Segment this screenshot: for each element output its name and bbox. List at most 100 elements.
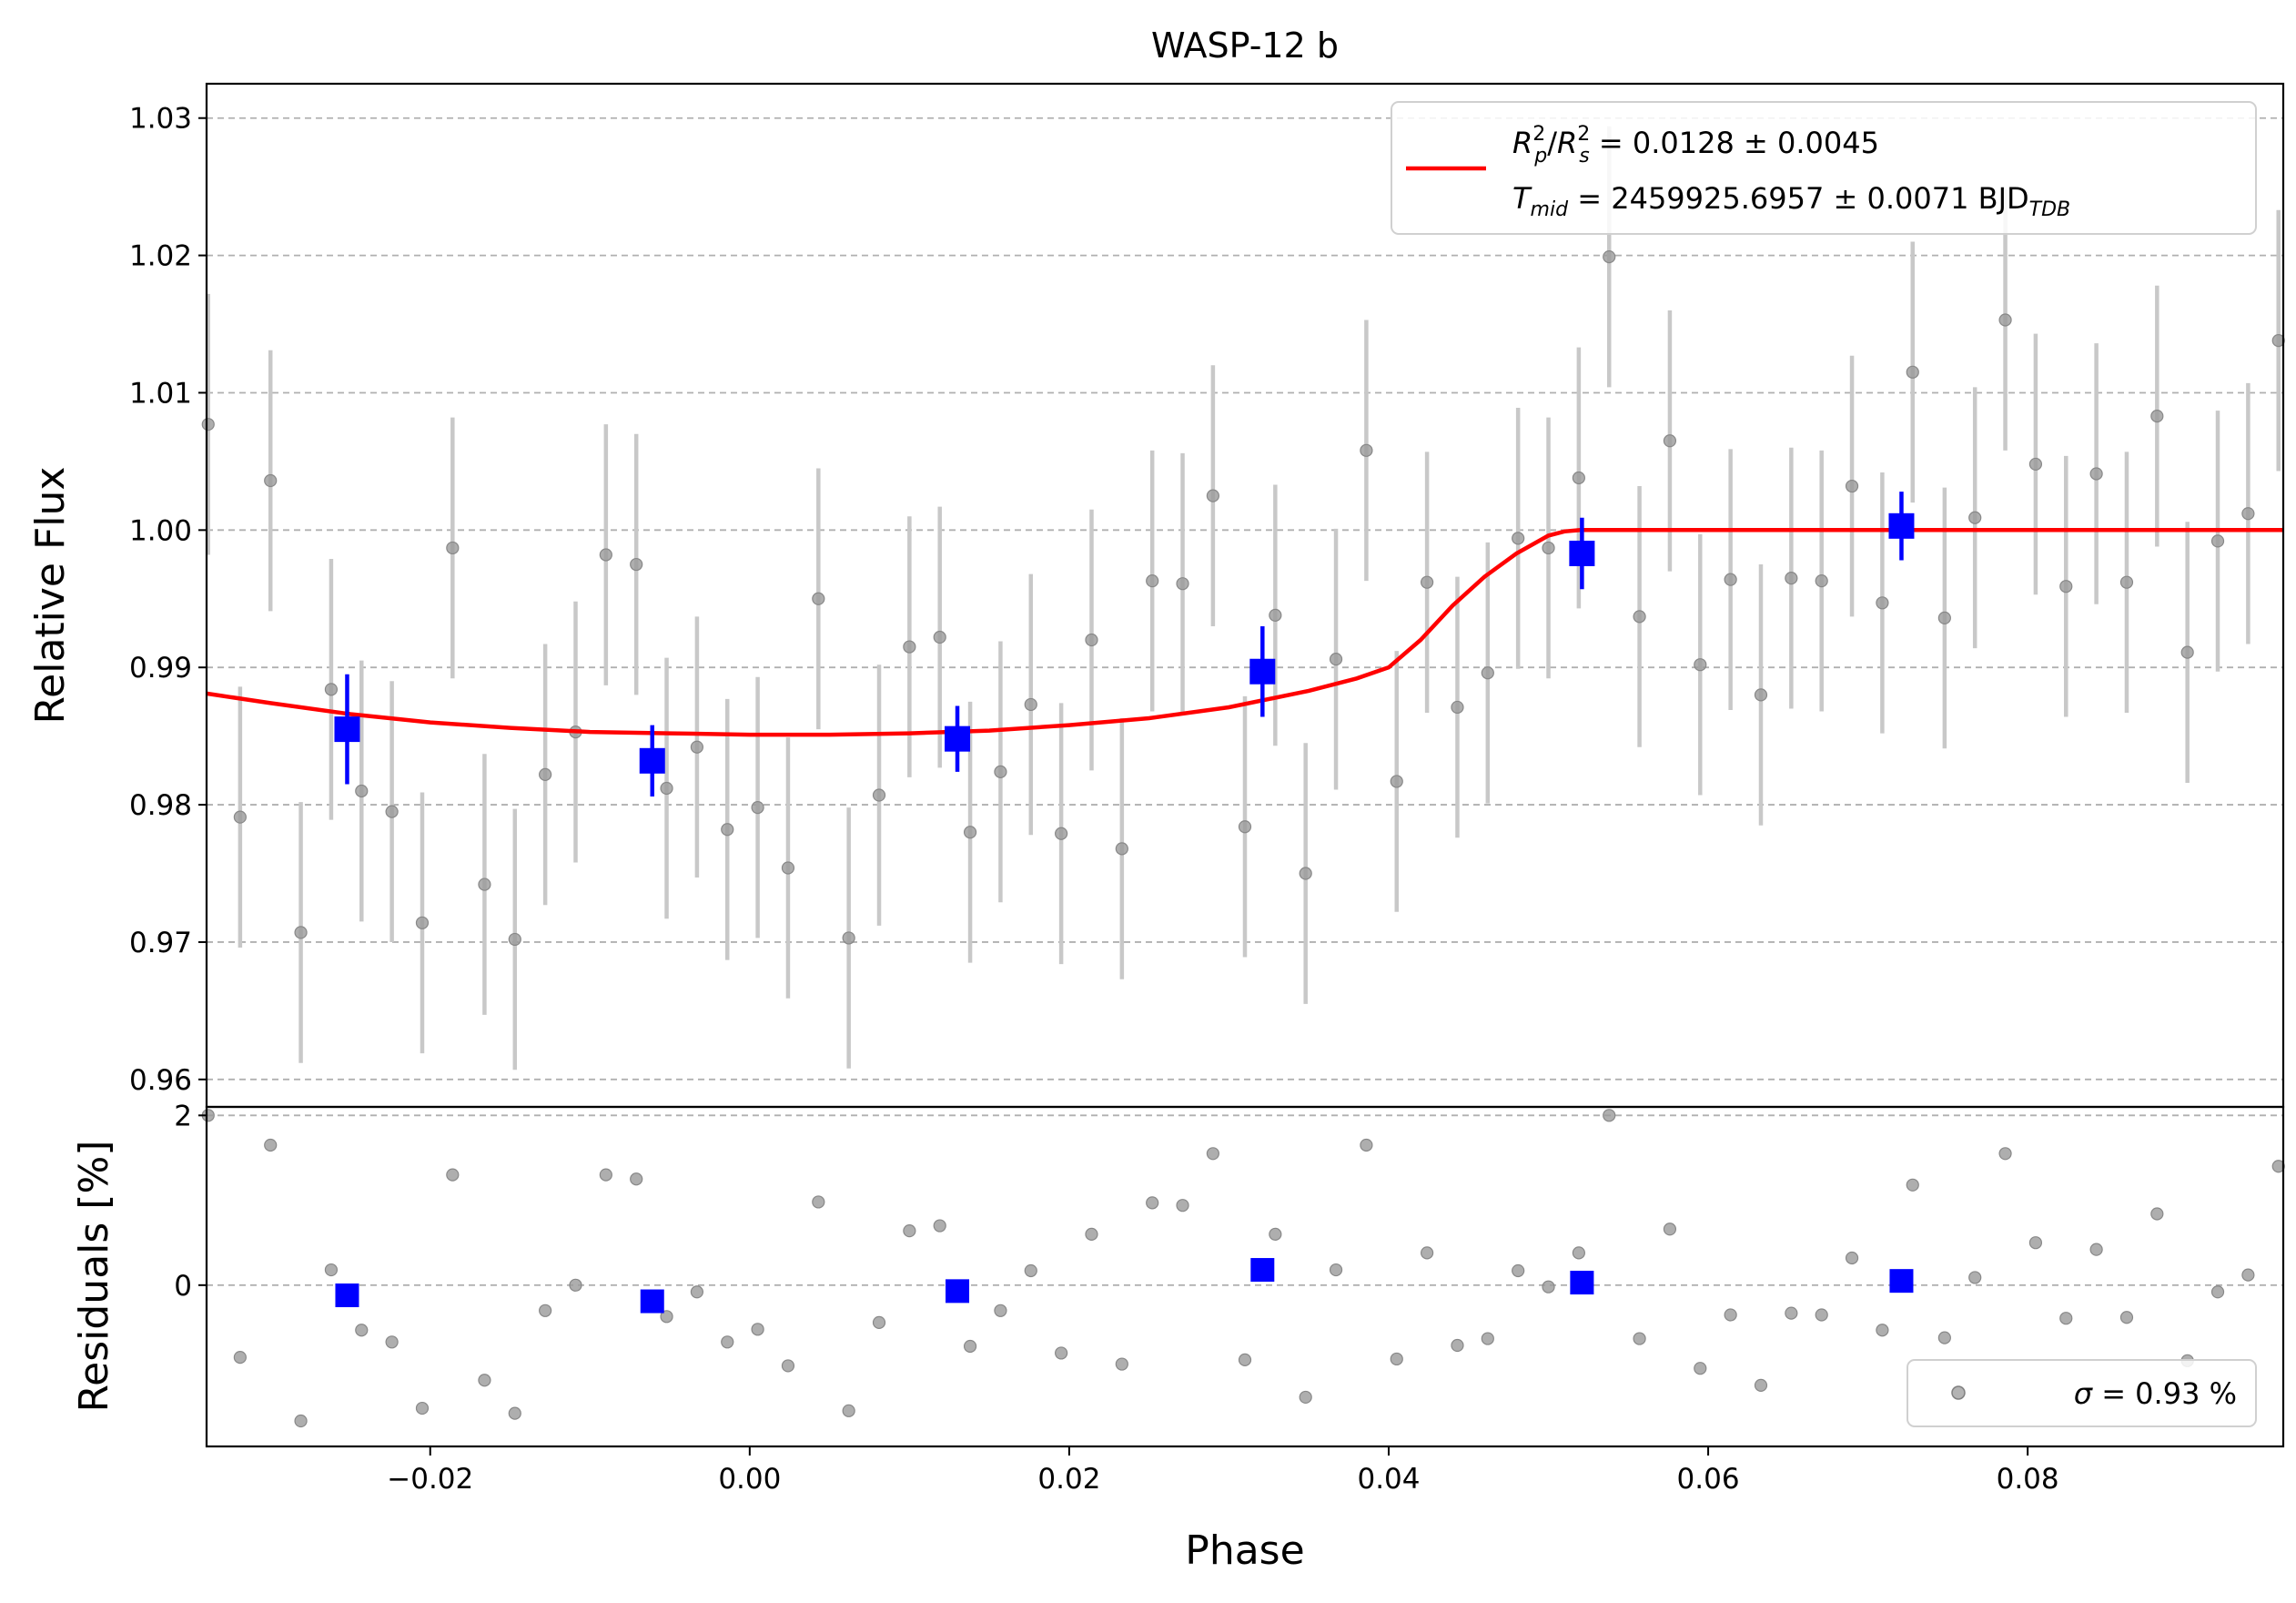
legend-rp-symbol: R	[1512, 126, 1532, 160]
flux-y-tick-label: 1.00	[129, 514, 192, 547]
raw-residual-point	[1299, 1390, 1312, 1405]
raw-point	[1845, 479, 1859, 493]
raw-residual-point	[1451, 1338, 1464, 1353]
legend-rs-sup: 2	[1577, 123, 1590, 146]
flux-y-tick-label: 1.01	[129, 377, 192, 410]
x-tick-label: 0.06	[1677, 1463, 1740, 1496]
raw-point	[2089, 467, 2103, 481]
x-tick-label: 0.02	[1037, 1463, 1100, 1496]
raw-point	[903, 640, 916, 654]
raw-points	[201, 249, 2285, 947]
flux-y-tick-label: 0.97	[129, 927, 192, 959]
raw-point	[2241, 507, 2255, 521]
flux-y-tick-label: 0.96	[129, 1064, 192, 1097]
legend-depth-text: R2 p/R2 s = 0.0128 ± 0.0045	[1512, 123, 1879, 167]
raw-point	[872, 788, 886, 802]
raw-residual-point	[751, 1323, 764, 1336]
binned-point	[639, 747, 665, 774]
raw-residual-point	[1694, 1362, 1707, 1375]
raw-residual-point	[1055, 1346, 1068, 1360]
legend-rp-sup: 2	[1532, 123, 1545, 146]
raw-point	[1115, 842, 1128, 856]
chart-title: WASP-12 b	[1151, 25, 1339, 66]
legend-rs-symbol: R	[1557, 126, 1577, 160]
raw-point	[1055, 827, 1068, 840]
raw-point	[2150, 410, 2164, 423]
raw-point	[1694, 658, 1707, 672]
raw-residual-point	[1146, 1196, 1159, 1210]
raw-point	[1633, 610, 1646, 624]
sigma-legend: σ = 0.93 %	[1907, 1359, 2257, 1427]
raw-point	[1390, 775, 1403, 788]
binned-point	[945, 725, 971, 752]
raw-point	[446, 541, 460, 555]
raw-residual-point	[294, 1414, 308, 1428]
raw-residual-point	[1906, 1178, 1919, 1192]
x-tick-label: −0.02	[387, 1463, 473, 1496]
sigma-legend-text: σ = 0.93 %	[2074, 1376, 2237, 1411]
raw-point	[1451, 700, 1464, 715]
raw-point	[1815, 574, 1828, 588]
binned-residual-point	[335, 1283, 359, 1308]
raw-residual-point	[478, 1374, 491, 1387]
binned-residual-points	[335, 1258, 1914, 1314]
binned-residual-point	[640, 1289, 664, 1314]
raw-point	[599, 548, 612, 562]
raw-residual-point	[599, 1168, 612, 1182]
raw-point	[1024, 697, 1037, 712]
raw-point	[1238, 820, 1252, 834]
raw-residual-point	[1968, 1271, 1982, 1284]
raw-point	[1512, 532, 1525, 545]
raw-residual-point	[385, 1335, 399, 1349]
raw-errorbars	[206, 126, 2281, 1070]
raw-residual-point	[324, 1263, 339, 1277]
raw-residual-point	[1238, 1353, 1252, 1366]
raw-point	[233, 810, 247, 824]
residual-y-tick-label: 0	[174, 1270, 192, 1303]
residuals-panel-frame	[205, 1105, 2285, 1448]
raw-residual-point	[415, 1401, 430, 1415]
raw-residual-point	[1115, 1357, 1128, 1371]
raw-residual-point	[1512, 1263, 1525, 1278]
raw-residual-point	[2028, 1236, 2043, 1250]
raw-residual-point	[1754, 1378, 1768, 1392]
raw-residual-point	[233, 1350, 247, 1365]
phase-x-ticks: −0.02 0.00 0.02 0.04 0.06 0.08	[387, 1446, 2059, 1496]
legend-box	[1391, 101, 2257, 235]
flux-y-axis-label: Relative Flux	[27, 467, 74, 725]
flux-y-tick-label: 1.03	[129, 103, 192, 136]
raw-point	[1206, 489, 1219, 502]
sigma-legend-marker	[1951, 1385, 1966, 1400]
raw-point	[2271, 334, 2285, 348]
raw-point	[1542, 541, 1555, 555]
raw-residual-point	[508, 1406, 521, 1420]
binned-point	[1888, 512, 1915, 539]
raw-point	[842, 931, 855, 945]
flux-panel: 0.960.970.980.991.001.011.021.03 R2 p/R2 s…	[129, 82, 2285, 1109]
raw-point	[2180, 645, 2194, 659]
binned-residual-point	[946, 1279, 970, 1304]
residual-y-tick-label: 2	[174, 1100, 192, 1132]
binned-residual-point	[1570, 1271, 1594, 1295]
raw-point	[201, 418, 215, 431]
raw-point	[690, 740, 704, 754]
raw-residual-point	[1998, 1147, 2012, 1161]
raw-residual-point	[903, 1224, 916, 1238]
residual-gridlines	[207, 1114, 2283, 1286]
raw-point	[933, 630, 946, 644]
raw-point	[630, 557, 643, 572]
raw-residual-point	[1937, 1331, 1951, 1344]
legend-depth-value: = 0.0128 ± 0.0045	[1590, 126, 1879, 160]
raw-point	[721, 823, 734, 837]
raw-residual-point	[994, 1304, 1007, 1317]
raw-residual-point	[1633, 1332, 1646, 1345]
raw-point	[1876, 596, 1889, 610]
raw-point	[660, 781, 673, 796]
raw-residual-point	[963, 1339, 977, 1354]
raw-point	[294, 926, 308, 939]
raw-residual-point	[1542, 1280, 1555, 1294]
raw-residual-point	[690, 1285, 704, 1299]
raw-residual-point	[1421, 1246, 1434, 1260]
raw-residual-point	[539, 1304, 552, 1317]
